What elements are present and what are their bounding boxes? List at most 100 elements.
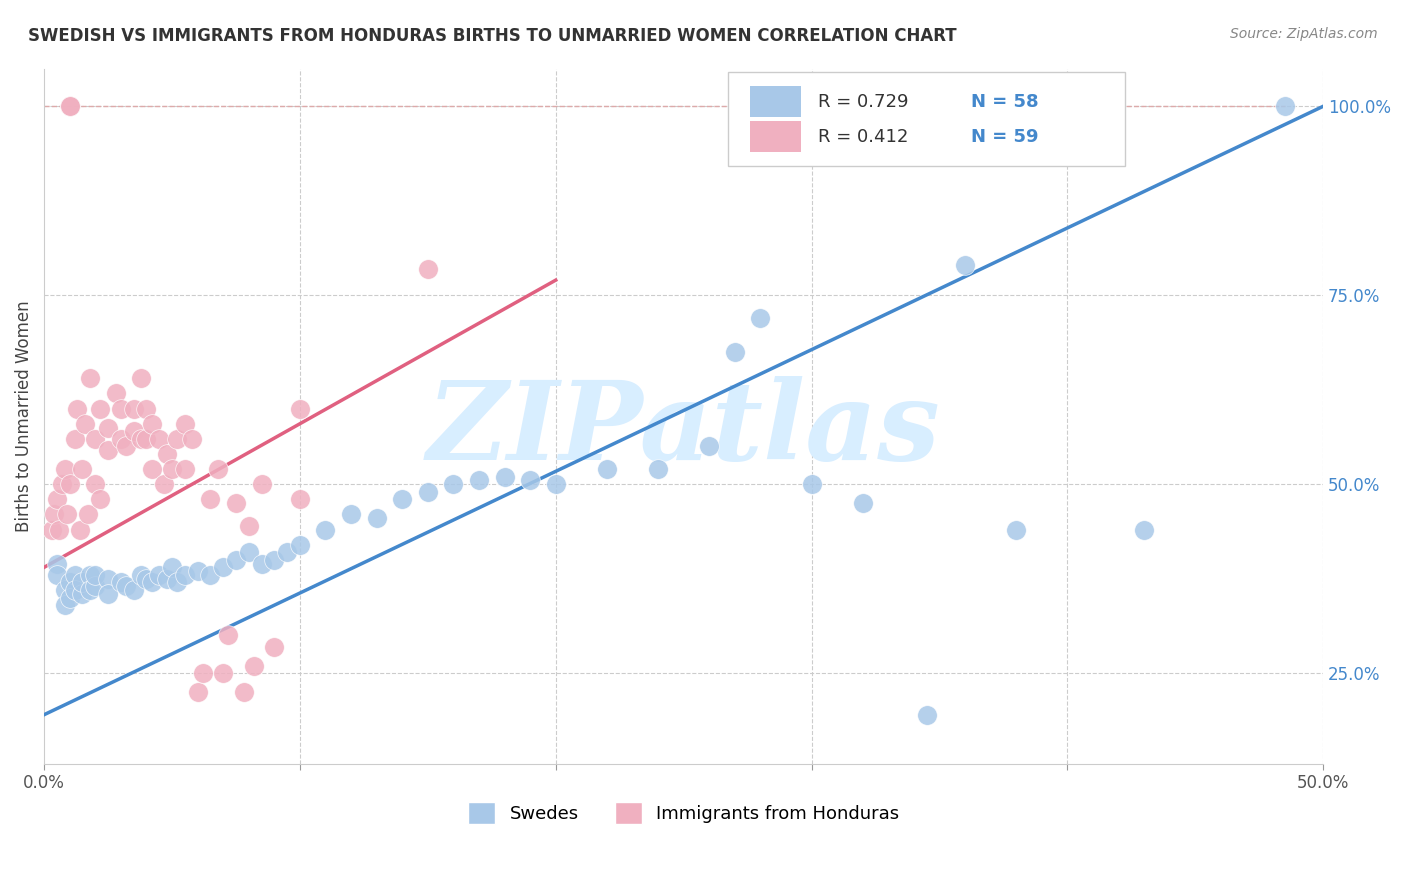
Point — [225, 496, 247, 510]
Point — [122, 582, 145, 597]
Point — [110, 401, 132, 416]
Point — [97, 587, 120, 601]
Text: SWEDISH VS IMMIGRANTS FROM HONDURAS BIRTHS TO UNMARRIED WOMEN CORRELATION CHART: SWEDISH VS IMMIGRANTS FROM HONDURAS BIRT… — [28, 27, 956, 45]
Point — [263, 553, 285, 567]
Point — [59, 575, 82, 590]
Point — [207, 462, 229, 476]
Point — [69, 523, 91, 537]
Point — [697, 439, 720, 453]
Point — [84, 477, 107, 491]
Point — [1133, 523, 1156, 537]
Point — [122, 425, 145, 439]
Point — [181, 432, 204, 446]
Point — [166, 432, 188, 446]
Point — [225, 553, 247, 567]
Point — [135, 572, 157, 586]
Text: R = 0.729: R = 0.729 — [818, 93, 908, 111]
Point — [76, 508, 98, 522]
Point — [141, 462, 163, 476]
Point — [115, 439, 138, 453]
Point — [148, 432, 170, 446]
Point — [160, 560, 183, 574]
Y-axis label: Births to Unmarried Women: Births to Unmarried Women — [15, 301, 32, 532]
Point — [51, 477, 73, 491]
Point — [41, 523, 63, 537]
Point — [544, 477, 567, 491]
Point — [59, 99, 82, 113]
Point — [1005, 523, 1028, 537]
Point — [63, 567, 86, 582]
Point — [200, 492, 222, 507]
Point — [48, 523, 70, 537]
Point — [110, 432, 132, 446]
Point — [63, 582, 86, 597]
Text: Source: ZipAtlas.com: Source: ZipAtlas.com — [1230, 27, 1378, 41]
Point — [187, 685, 209, 699]
Point — [53, 582, 76, 597]
Point — [73, 417, 96, 431]
Point — [416, 261, 439, 276]
Point — [45, 492, 67, 507]
Point — [153, 477, 176, 491]
Point — [441, 477, 464, 491]
Point — [72, 575, 94, 590]
Point — [59, 99, 82, 113]
Point — [89, 492, 111, 507]
Point — [238, 518, 260, 533]
Point — [852, 496, 875, 510]
Point — [45, 557, 67, 571]
Point — [44, 508, 66, 522]
Point — [276, 545, 298, 559]
Point — [53, 598, 76, 612]
Point — [97, 443, 120, 458]
Point — [160, 462, 183, 476]
Point — [243, 658, 266, 673]
Point — [315, 523, 337, 537]
Point — [56, 508, 79, 522]
Point — [749, 310, 772, 325]
Point — [89, 401, 111, 416]
Point — [468, 474, 491, 488]
Point — [647, 462, 669, 476]
Text: N = 59: N = 59 — [972, 128, 1039, 145]
Point — [141, 575, 163, 590]
Point — [115, 579, 138, 593]
Point — [173, 417, 195, 431]
Point — [148, 567, 170, 582]
Point — [238, 545, 260, 559]
Point — [72, 587, 94, 601]
Point — [596, 462, 619, 476]
Point — [288, 538, 311, 552]
Point — [263, 640, 285, 654]
Point — [79, 371, 101, 385]
Point — [84, 567, 107, 582]
Point — [63, 432, 86, 446]
Point — [173, 567, 195, 582]
Point — [53, 462, 76, 476]
Point — [59, 591, 82, 605]
Point — [217, 628, 239, 642]
Point — [131, 371, 153, 385]
FancyBboxPatch shape — [728, 72, 1125, 166]
Point — [79, 567, 101, 582]
Point — [59, 99, 82, 113]
Point — [72, 462, 94, 476]
Point — [212, 560, 235, 574]
Point — [212, 666, 235, 681]
Point — [156, 572, 179, 586]
Point — [200, 567, 222, 582]
Point — [131, 432, 153, 446]
Legend: Swedes, Immigrants from Honduras: Swedes, Immigrants from Honduras — [468, 802, 900, 824]
Point — [166, 575, 188, 590]
Point — [519, 474, 541, 488]
Point — [104, 386, 127, 401]
Point — [84, 432, 107, 446]
Point — [416, 484, 439, 499]
Point — [79, 582, 101, 597]
Point — [191, 666, 214, 681]
Point — [288, 401, 311, 416]
Point — [156, 447, 179, 461]
Point — [131, 567, 153, 582]
Point — [915, 707, 938, 722]
Text: ZIPatlas: ZIPatlas — [426, 376, 941, 483]
